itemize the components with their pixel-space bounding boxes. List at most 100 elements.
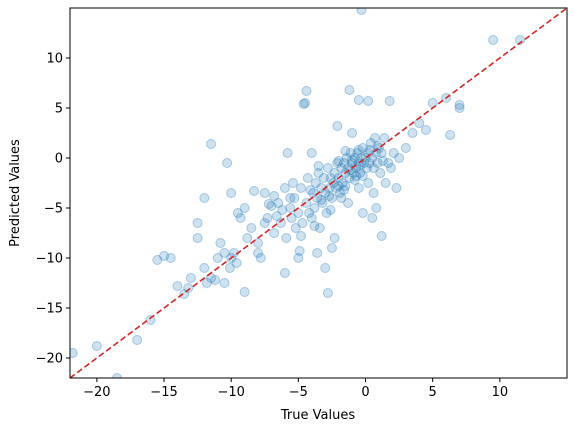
data-point bbox=[454, 103, 465, 113]
data-point bbox=[388, 148, 399, 158]
data-point bbox=[344, 173, 355, 183]
data-point bbox=[165, 253, 176, 263]
data-point bbox=[322, 163, 333, 173]
data-point bbox=[269, 228, 280, 238]
data-point bbox=[386, 163, 397, 173]
data-point bbox=[357, 208, 368, 218]
data-point bbox=[290, 223, 301, 233]
reference-line bbox=[70, 8, 567, 378]
data-point bbox=[340, 146, 351, 156]
data-point bbox=[351, 171, 362, 181]
data-point bbox=[407, 128, 418, 138]
x-axis-label: True Values bbox=[280, 408, 355, 423]
data-point bbox=[298, 99, 309, 109]
data-point bbox=[347, 128, 358, 138]
data-point bbox=[317, 198, 328, 208]
data-point bbox=[325, 173, 336, 183]
data-point bbox=[353, 183, 364, 193]
x-tick-label: 10 bbox=[492, 385, 509, 400]
data-point bbox=[380, 178, 391, 188]
data-point bbox=[414, 118, 425, 128]
data-point bbox=[304, 208, 315, 218]
data-point bbox=[316, 195, 327, 205]
data-point bbox=[367, 153, 378, 163]
data-point bbox=[339, 158, 350, 168]
data-point bbox=[215, 238, 226, 248]
data-point bbox=[306, 213, 317, 223]
data-point bbox=[285, 193, 296, 203]
data-point bbox=[488, 35, 499, 45]
data-point bbox=[400, 143, 411, 153]
data-point bbox=[384, 96, 395, 106]
data-point bbox=[259, 218, 270, 228]
data-point bbox=[333, 181, 344, 191]
data-point bbox=[372, 158, 383, 168]
data-point bbox=[349, 175, 360, 185]
data-point bbox=[371, 203, 382, 213]
data-point bbox=[383, 158, 394, 168]
scatter-points bbox=[70, 8, 525, 378]
data-point bbox=[246, 223, 257, 233]
data-point bbox=[269, 191, 280, 201]
data-point bbox=[364, 158, 375, 168]
data-point bbox=[263, 199, 274, 209]
data-point bbox=[210, 275, 221, 285]
data-point bbox=[325, 205, 336, 215]
data-point bbox=[273, 198, 284, 208]
x-tick-label: −20 bbox=[83, 385, 110, 400]
data-point bbox=[363, 178, 374, 188]
data-point bbox=[70, 348, 78, 358]
data-point bbox=[305, 185, 316, 195]
y-axis-ticks: −20 −15 −10 −5 0 5 10 bbox=[36, 52, 70, 367]
data-point bbox=[391, 183, 402, 193]
data-point bbox=[202, 278, 213, 288]
data-point bbox=[349, 153, 360, 163]
x-axis-ticks: −20 −15 −10 −5 0 5 10 bbox=[83, 378, 508, 400]
data-point bbox=[199, 263, 210, 273]
data-point bbox=[91, 341, 102, 351]
data-point bbox=[152, 255, 163, 265]
data-point bbox=[314, 223, 325, 233]
data-point bbox=[310, 178, 321, 188]
data-point bbox=[302, 173, 313, 183]
data-point bbox=[286, 213, 297, 223]
data-point bbox=[183, 283, 194, 293]
data-point bbox=[353, 95, 364, 105]
data-point bbox=[454, 100, 465, 110]
data-point bbox=[279, 268, 290, 278]
data-point bbox=[376, 148, 387, 158]
data-point bbox=[328, 178, 339, 188]
y-tick-label: −5 bbox=[44, 202, 63, 217]
data-point bbox=[296, 183, 307, 193]
x-tick-label: −15 bbox=[150, 385, 177, 400]
data-point bbox=[445, 130, 456, 140]
data-point bbox=[333, 156, 344, 166]
data-point bbox=[277, 205, 288, 215]
data-point bbox=[330, 183, 341, 193]
y-tick-label: −15 bbox=[36, 302, 63, 317]
data-point bbox=[352, 148, 363, 158]
data-point bbox=[375, 168, 386, 178]
data-point bbox=[332, 158, 343, 168]
data-point bbox=[367, 213, 378, 223]
data-point bbox=[321, 208, 332, 218]
data-point bbox=[322, 288, 333, 298]
data-point bbox=[332, 121, 343, 131]
data-point bbox=[300, 98, 311, 108]
data-point bbox=[347, 155, 358, 165]
data-point bbox=[313, 168, 324, 178]
data-point bbox=[329, 168, 340, 178]
data-point bbox=[339, 185, 350, 195]
data-point bbox=[337, 178, 348, 188]
data-point bbox=[262, 213, 273, 223]
data-point bbox=[348, 168, 359, 178]
x-tick-label: −5 bbox=[289, 385, 308, 400]
data-point bbox=[199, 193, 210, 203]
data-point bbox=[266, 201, 277, 211]
data-point bbox=[293, 253, 304, 263]
x-tick-label: 0 bbox=[361, 385, 369, 400]
data-point bbox=[365, 138, 376, 148]
data-point bbox=[345, 148, 356, 158]
data-point bbox=[255, 253, 266, 263]
